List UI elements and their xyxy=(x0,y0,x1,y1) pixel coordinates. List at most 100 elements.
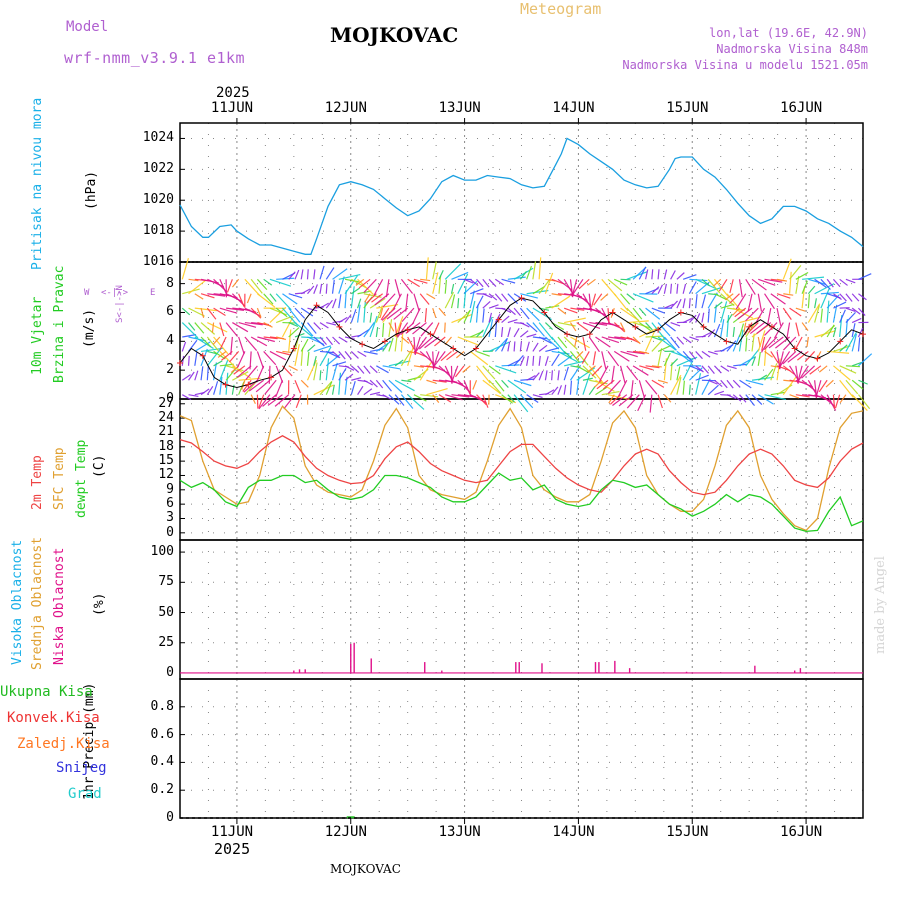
wind-arrow xyxy=(532,285,546,295)
wind-arrow xyxy=(358,278,371,289)
bottom-day-label: 13JUN xyxy=(438,824,481,840)
wind-arrow xyxy=(581,351,590,364)
wind-arrow xyxy=(407,336,415,350)
wind-arrow xyxy=(394,394,405,406)
wind-arrow xyxy=(363,379,373,386)
wind-arrow xyxy=(457,336,479,346)
wind-arrow xyxy=(590,293,597,308)
wind-arrow xyxy=(250,278,263,294)
wind-arrow xyxy=(551,370,553,381)
wind-arrow xyxy=(538,322,554,341)
bottom-day-label: 11JUN xyxy=(210,824,254,840)
wind-arrow xyxy=(802,276,825,280)
wind-arrow xyxy=(569,322,577,332)
wind-arrow xyxy=(593,293,603,306)
wind-arrow xyxy=(739,316,761,324)
wind-arrow xyxy=(226,279,233,293)
station-title: MOJKOVAC xyxy=(330,23,459,47)
wind-arrow xyxy=(688,384,691,395)
wind-arrow xyxy=(450,283,455,294)
wind-arrow xyxy=(820,278,831,290)
wind-arrow xyxy=(275,365,284,383)
wind-arrow xyxy=(238,336,245,355)
wind-arrow xyxy=(707,379,718,385)
wind-arrow xyxy=(319,346,332,367)
temp-2m-line xyxy=(179,435,864,496)
wind-arrow xyxy=(495,394,517,404)
wind-arrow xyxy=(619,322,626,332)
wind-arrow xyxy=(608,394,615,404)
wind-arrow xyxy=(570,293,588,301)
wind-arrow xyxy=(726,365,737,370)
wind-arrow xyxy=(450,365,459,383)
wind-arrow xyxy=(714,301,723,309)
wind-arrow xyxy=(782,350,797,365)
wind-arrow xyxy=(545,305,560,309)
clouds-ytick-label: 25 xyxy=(158,634,174,650)
wind-arrow xyxy=(325,381,333,395)
wind-gust-marker xyxy=(586,331,593,338)
cloud-low-label: Niska Oblacnost xyxy=(52,547,67,665)
wind-arrow xyxy=(563,384,567,395)
temperature-ytick-label: 15 xyxy=(158,453,174,469)
wind-arrow xyxy=(632,365,649,376)
wind-arrow xyxy=(363,321,375,338)
wind-arrow xyxy=(551,353,560,367)
wind-arrow xyxy=(776,293,791,299)
wind-arrow xyxy=(507,394,515,403)
wind-arrow xyxy=(331,384,335,395)
wind-arrow xyxy=(601,351,607,370)
wind-arrow xyxy=(200,307,205,318)
wind-arrow xyxy=(432,351,440,369)
wind-arrow xyxy=(319,322,329,329)
wind-arrow xyxy=(670,322,681,327)
wind-arrow xyxy=(695,313,701,323)
wind-gust-marker xyxy=(791,345,798,352)
wind-arrow xyxy=(228,351,240,363)
wind-arrow xyxy=(601,336,620,344)
wind-arrow xyxy=(258,394,271,410)
wind-arrow xyxy=(644,269,649,280)
wind-arrow xyxy=(701,278,710,287)
wind-arrow xyxy=(482,300,491,309)
wind-arrow xyxy=(288,365,298,371)
wind-arrow xyxy=(307,307,318,312)
wind-arrow xyxy=(248,379,265,392)
wind-arrow xyxy=(637,394,647,412)
wind-arrow xyxy=(532,355,535,366)
wind-arrow xyxy=(833,293,842,301)
wind-arrow xyxy=(751,394,763,406)
wind-arrow xyxy=(751,356,757,367)
wind-arrow xyxy=(488,365,501,375)
wind-arrow xyxy=(738,279,743,298)
wind-arrow xyxy=(182,334,197,338)
wind-arrow xyxy=(382,322,385,338)
clouds-ytick-label: 50 xyxy=(158,604,174,620)
wind-arrow xyxy=(344,376,348,395)
wind-arrow xyxy=(858,273,872,280)
wind-arrow xyxy=(845,379,859,395)
wind-arrow xyxy=(632,321,651,329)
wind-arrow xyxy=(858,293,867,301)
wind-arrow xyxy=(833,365,851,381)
wind-gust-marker xyxy=(177,359,183,366)
wind-arrow xyxy=(782,258,792,280)
wind-arrow xyxy=(596,379,609,390)
wind-arrow xyxy=(807,294,811,309)
wind-arrow xyxy=(826,300,830,323)
wind-arrow xyxy=(455,350,465,359)
wind-arrow xyxy=(814,278,827,288)
wind-arrow xyxy=(294,344,300,366)
wind-arrow xyxy=(351,278,368,289)
wind-arrow xyxy=(832,304,838,323)
wind-arrow xyxy=(851,361,862,367)
wind-arrow xyxy=(219,322,225,337)
wind-arrow xyxy=(188,394,199,398)
wind-arrow xyxy=(720,303,735,309)
wind-arrow xyxy=(469,290,475,309)
wind-arrow xyxy=(394,279,401,297)
wind-arrow xyxy=(770,293,786,305)
wind-arrow xyxy=(482,379,501,395)
wind-arrow xyxy=(325,336,334,346)
wind-arrow xyxy=(745,337,748,352)
